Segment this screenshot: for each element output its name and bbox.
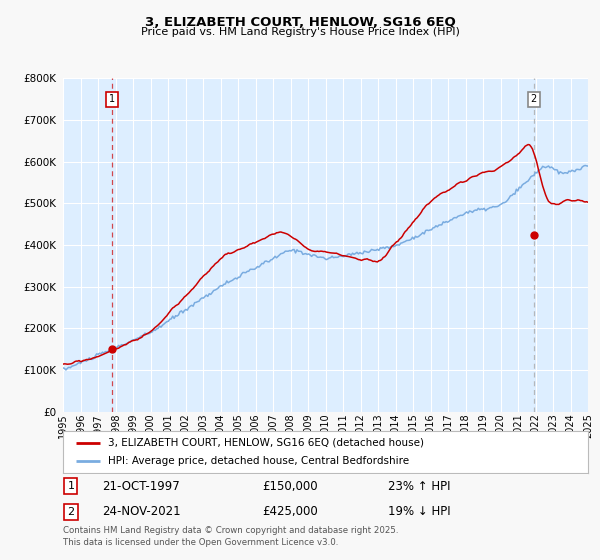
Text: 1: 1	[109, 94, 115, 104]
Text: Contains HM Land Registry data © Crown copyright and database right 2025.
This d: Contains HM Land Registry data © Crown c…	[63, 526, 398, 547]
Text: 1: 1	[67, 481, 74, 491]
Text: 24-NOV-2021: 24-NOV-2021	[103, 505, 181, 518]
Text: 2: 2	[530, 94, 537, 104]
Text: 3, ELIZABETH COURT, HENLOW, SG16 6EQ (detached house): 3, ELIZABETH COURT, HENLOW, SG16 6EQ (de…	[107, 438, 424, 448]
Text: £150,000: £150,000	[263, 480, 318, 493]
Text: 2: 2	[67, 507, 74, 517]
Text: 3, ELIZABETH COURT, HENLOW, SG16 6EQ: 3, ELIZABETH COURT, HENLOW, SG16 6EQ	[145, 16, 455, 29]
Text: 21-OCT-1997: 21-OCT-1997	[103, 480, 180, 493]
Text: £425,000: £425,000	[263, 505, 318, 518]
Text: Price paid vs. HM Land Registry's House Price Index (HPI): Price paid vs. HM Land Registry's House …	[140, 27, 460, 37]
Text: HPI: Average price, detached house, Central Bedfordshire: HPI: Average price, detached house, Cent…	[107, 456, 409, 466]
Text: 19% ↓ HPI: 19% ↓ HPI	[389, 505, 451, 518]
Text: 23% ↑ HPI: 23% ↑ HPI	[389, 480, 451, 493]
